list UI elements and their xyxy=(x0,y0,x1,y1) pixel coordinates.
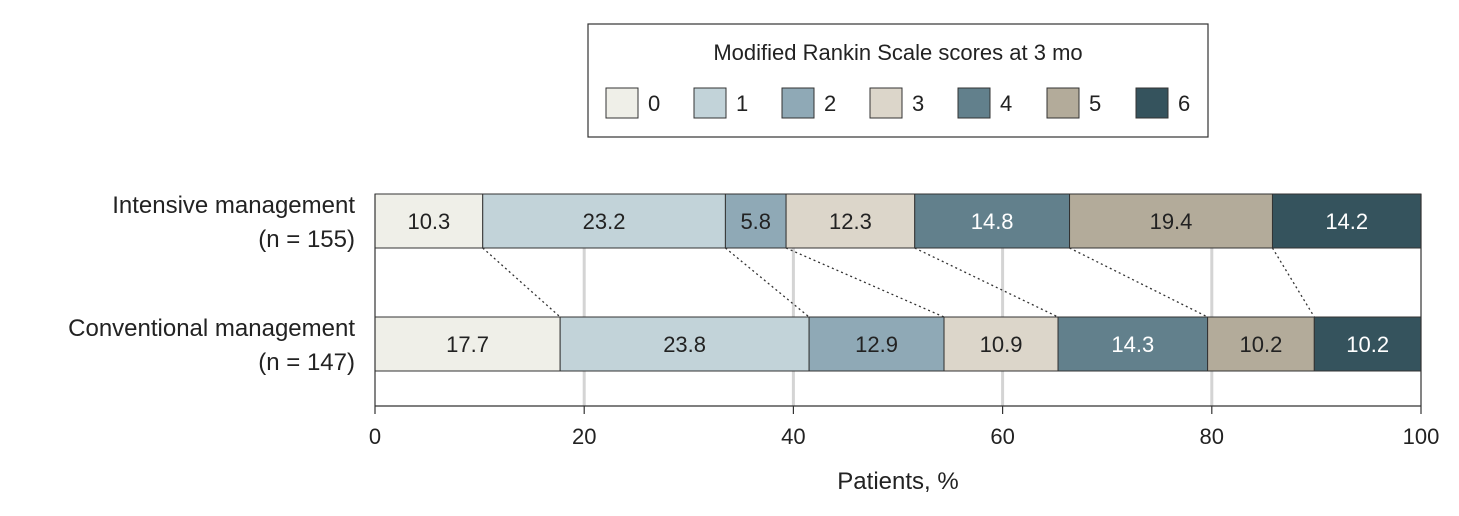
bar-label-0-5: 19.4 xyxy=(1150,209,1193,234)
legend-swatch-4 xyxy=(957,87,991,119)
x-tick-label-80: 80 xyxy=(1200,424,1224,449)
legend-swatch-2 xyxy=(781,87,815,119)
row-label-name-0: Intensive management xyxy=(112,192,355,219)
connector-1 xyxy=(482,247,561,318)
bar-segment-0-0 xyxy=(374,193,484,249)
bar-label-1-5: 10.2 xyxy=(1240,332,1283,357)
legend-label-2: 2 xyxy=(824,91,836,116)
bars: 10.3 23.2 5.8 12.3 14.8 19.4 14.2 17.7 23.8 12.9 1… xyxy=(374,193,1422,372)
bar-label-1-2: 12.9 xyxy=(855,332,898,357)
legend-title: Modified Rankin Scale scores at 3 mo xyxy=(713,40,1082,65)
legend-swatch-6 xyxy=(1135,87,1169,119)
bar-label-0-3: 12.3 xyxy=(829,209,872,234)
connector-6 xyxy=(1271,247,1315,318)
legend: Modified Rankin Scale scores at 3 mo 0 1 2… xyxy=(587,23,1209,138)
x-tick-label-60: 60 xyxy=(990,424,1014,449)
x-tick-label-20: 20 xyxy=(572,424,596,449)
x-tick-label-0: 0 xyxy=(369,424,381,449)
bar-label-0-4: 14.8 xyxy=(971,209,1014,234)
connector-5 xyxy=(1069,247,1208,318)
bar-segment-0-4 xyxy=(914,193,1071,249)
x-tick-label-40: 40 xyxy=(781,424,805,449)
connector-2 xyxy=(724,247,810,318)
bar-segment-1-1 xyxy=(559,316,810,372)
bar-label-1-1: 23.8 xyxy=(663,332,706,357)
bar-segment-1-5 xyxy=(1207,316,1315,372)
row-label-n-0: (n = 155) xyxy=(258,226,355,253)
bar-segment-0-1 xyxy=(482,193,726,249)
legend-swatch-1 xyxy=(693,87,727,119)
bar-segment-1-6 xyxy=(1313,316,1422,372)
bar-segment-0-5 xyxy=(1069,193,1273,249)
legend-label-6: 6 xyxy=(1178,91,1190,116)
row-label-name-1: Conventional management xyxy=(68,315,355,342)
connector-4 xyxy=(914,247,1059,318)
bar-segment-1-2 xyxy=(808,316,945,372)
bar-segment-0-2 xyxy=(724,193,787,249)
x-tick-label-100: 100 xyxy=(1403,424,1440,449)
x-axis-title: Patients, % xyxy=(837,468,958,495)
row-label-n-1: (n = 147) xyxy=(258,349,355,376)
bar-label-0-6: 14.2 xyxy=(1325,209,1368,234)
legend-label-1: 1 xyxy=(736,91,748,116)
legend-label-4: 4 xyxy=(1000,91,1012,116)
bar-label-0-0: 10.3 xyxy=(407,209,450,234)
bar-label-0-1: 23.2 xyxy=(583,209,626,234)
connector-lines xyxy=(482,247,1315,318)
bar-label-1-4: 14.3 xyxy=(1111,332,1154,357)
legend-swatch-3 xyxy=(869,87,903,119)
bar-label-1-6: 10.2 xyxy=(1346,332,1389,357)
legend-label-3: 3 xyxy=(912,91,924,116)
legend-label-0: 0 xyxy=(648,91,660,116)
connector-3 xyxy=(785,247,945,318)
bar-segment-0-3 xyxy=(785,193,916,249)
bar-label-1-3: 10.9 xyxy=(980,332,1023,357)
legend-swatch-5 xyxy=(1046,87,1080,119)
legend-swatch-0 xyxy=(605,87,639,119)
legend-label-5: 5 xyxy=(1089,91,1101,116)
row-labels: Intensive management (n = 155) Conventiona… xyxy=(68,192,355,376)
x-axis: 0 20 40 60 80 100 xyxy=(369,194,1439,449)
bar-segment-1-4 xyxy=(1057,316,1209,372)
bar-segment-1-3 xyxy=(943,316,1059,372)
bar-label-1-0: 17.7 xyxy=(446,332,489,357)
bar-label-0-2: 5.8 xyxy=(740,209,771,234)
